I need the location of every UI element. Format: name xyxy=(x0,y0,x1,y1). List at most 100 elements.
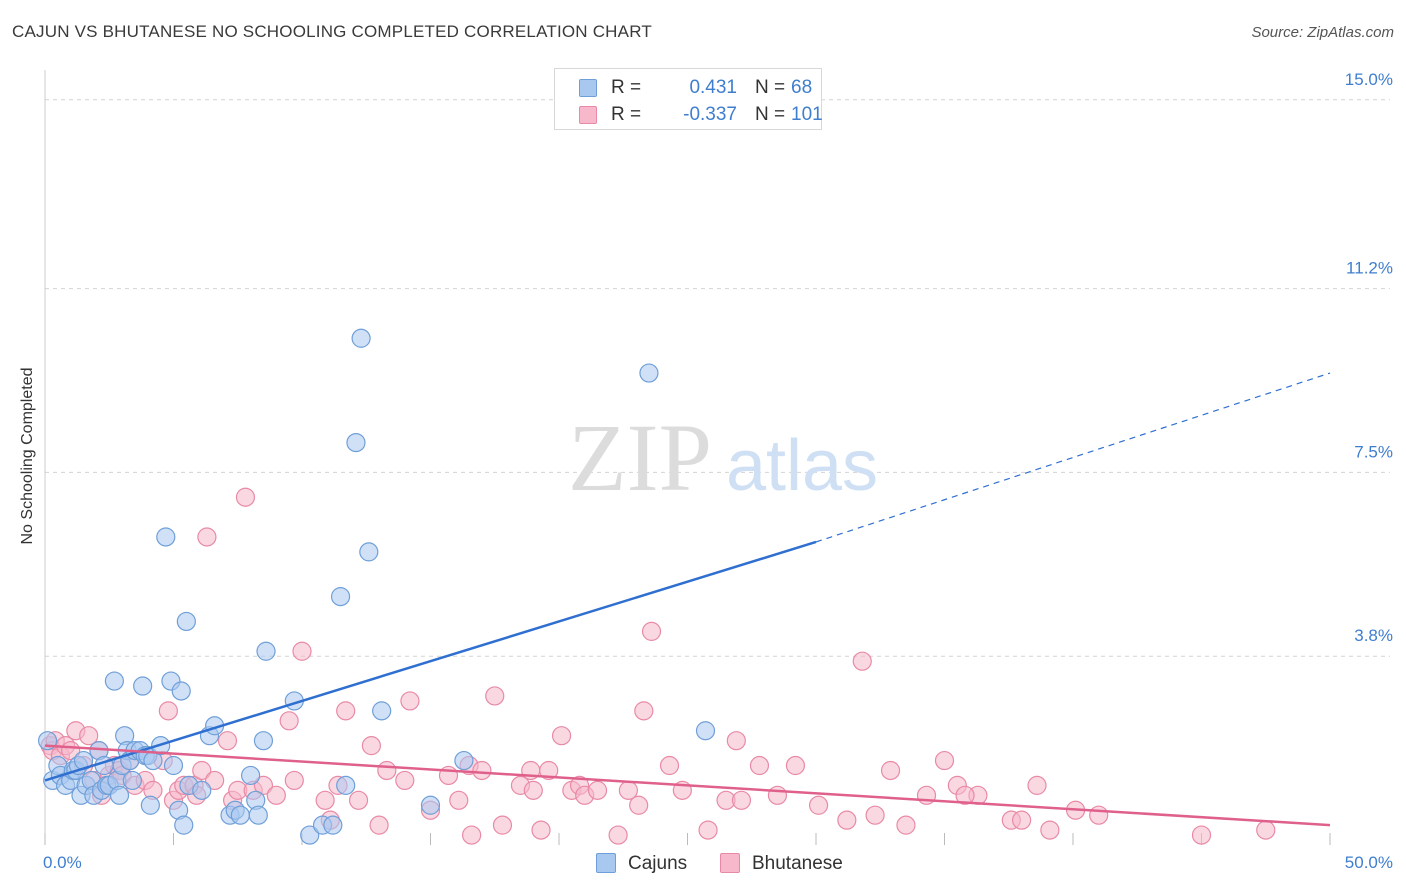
cajun-point xyxy=(104,671,124,691)
bhutanese-point xyxy=(292,641,312,661)
cajun-point xyxy=(230,805,250,825)
n-label: N = xyxy=(755,104,786,125)
tick-labels: 3.8% 7.5% 11.2% 15.0% 0.0% 50.0% xyxy=(43,70,1393,872)
chart-title: CAJUN VS BHUTANESE NO SCHOOLING COMPLETE… xyxy=(12,22,652,41)
bhutanese-point xyxy=(608,825,628,845)
bhutanese-point xyxy=(896,815,916,835)
cajun-point xyxy=(174,815,194,835)
cajun-point xyxy=(171,681,191,701)
bhutanese-point xyxy=(1040,820,1060,840)
bhutanese-point xyxy=(472,760,492,781)
bhutanese-point xyxy=(1027,775,1047,795)
cajun-point xyxy=(420,795,441,815)
bhutanese-point xyxy=(726,731,746,751)
bhutanese-point xyxy=(1256,820,1276,840)
bhutanese-swatch xyxy=(579,106,597,124)
bhutanese-point xyxy=(955,785,975,805)
bhutanese-point xyxy=(698,820,718,840)
bhutanese-point xyxy=(158,701,178,721)
bhutanese-point xyxy=(531,820,551,840)
correlation-legend: R = 0.431 N = 68 R = -0.337 N = 101 xyxy=(554,68,823,130)
n-value: 68 xyxy=(791,77,813,98)
bhutanese-point xyxy=(785,755,806,776)
cajuns-swatch xyxy=(579,79,597,97)
bhutanese-point xyxy=(205,770,225,791)
bhutanese-point xyxy=(235,487,256,507)
bhutanese-point xyxy=(192,760,212,781)
cajun-point xyxy=(372,701,392,721)
cajun-point xyxy=(253,731,274,751)
r-label: R = xyxy=(611,77,642,98)
cajun-point xyxy=(156,527,176,547)
bhutanese-point xyxy=(641,621,662,641)
cajun-point xyxy=(133,676,153,696)
bhutanese-point xyxy=(523,780,543,800)
bhutanese-point xyxy=(659,755,680,776)
bhutanese-point xyxy=(1191,825,1212,845)
bhutanese-point xyxy=(315,790,335,810)
x-tick-label-max: 50.0% xyxy=(1345,853,1393,872)
cajuns-label: Cajuns xyxy=(628,853,688,874)
bhutanese-point xyxy=(462,825,482,845)
bhutanese-trend-line xyxy=(44,744,1331,827)
n-value: 101 xyxy=(791,104,823,125)
trend-lines xyxy=(44,372,1331,827)
y-tick-label: 15.0% xyxy=(1345,70,1393,89)
cajun-point xyxy=(163,755,184,776)
bhutanese-point xyxy=(400,691,420,711)
bhutanese-point xyxy=(865,805,885,825)
cajun-point xyxy=(336,775,356,795)
cajun-point xyxy=(359,542,379,562)
bhutanese-point xyxy=(361,736,381,756)
bhutanese-point xyxy=(279,711,299,731)
cajun-point xyxy=(140,795,160,815)
x-tick-label-min: 0.0% xyxy=(43,853,82,872)
cajun-point xyxy=(346,432,366,453)
bhutanese-point xyxy=(348,790,369,810)
bhutanese-point xyxy=(369,815,389,835)
bhutanese-point xyxy=(934,750,955,771)
cajun-trend-extension xyxy=(815,372,1331,543)
bhutanese-label: Bhutanese xyxy=(752,853,843,874)
bhutanese-point xyxy=(1089,805,1109,825)
bhutanese-point xyxy=(880,760,901,781)
r-value: 0.431 xyxy=(689,77,737,98)
bhutanese-point xyxy=(1011,810,1032,830)
bhutanese-point xyxy=(492,815,513,835)
n-label: N = xyxy=(755,77,786,98)
bhutanese-point xyxy=(731,790,752,810)
y-tick-label: 11.2% xyxy=(1346,259,1393,278)
bhutanese-point xyxy=(284,770,304,791)
cajun-trend-line xyxy=(44,540,817,782)
bhutanese-point xyxy=(749,755,770,776)
y-tick-label: 3.8% xyxy=(1354,626,1393,645)
bhutanese-point xyxy=(266,785,286,805)
cajun-point xyxy=(639,363,659,383)
cajun-point xyxy=(176,611,196,632)
bhutanese-point xyxy=(852,651,872,671)
bhutanese-point xyxy=(587,780,608,800)
watermark-zip: ZIP xyxy=(568,404,712,511)
bhutanese-point xyxy=(629,795,649,815)
cajun-point xyxy=(330,587,351,607)
bhutanese-point xyxy=(539,760,559,781)
bhutanese-point xyxy=(217,731,238,751)
bhutanese-point xyxy=(197,527,217,547)
cajun-point xyxy=(454,750,474,771)
bhutanese-point xyxy=(336,701,356,721)
bhutanese-point xyxy=(395,770,415,791)
cajun-point xyxy=(695,721,716,741)
cajun-point xyxy=(241,765,261,786)
source-credit: Source: ZipAtlas.com xyxy=(1251,24,1394,41)
bhutanese-point xyxy=(551,726,572,746)
bhutanese-point xyxy=(377,760,397,781)
bhutanese-point xyxy=(767,785,788,805)
r-label: R = xyxy=(611,104,642,125)
cajun-point xyxy=(256,641,276,661)
bhutanese-point xyxy=(79,726,99,746)
zipatlas-watermark: ZIP atlas xyxy=(568,404,878,511)
cajun-point xyxy=(109,785,130,805)
cajun-point xyxy=(323,815,343,835)
cajun-point xyxy=(122,770,142,791)
